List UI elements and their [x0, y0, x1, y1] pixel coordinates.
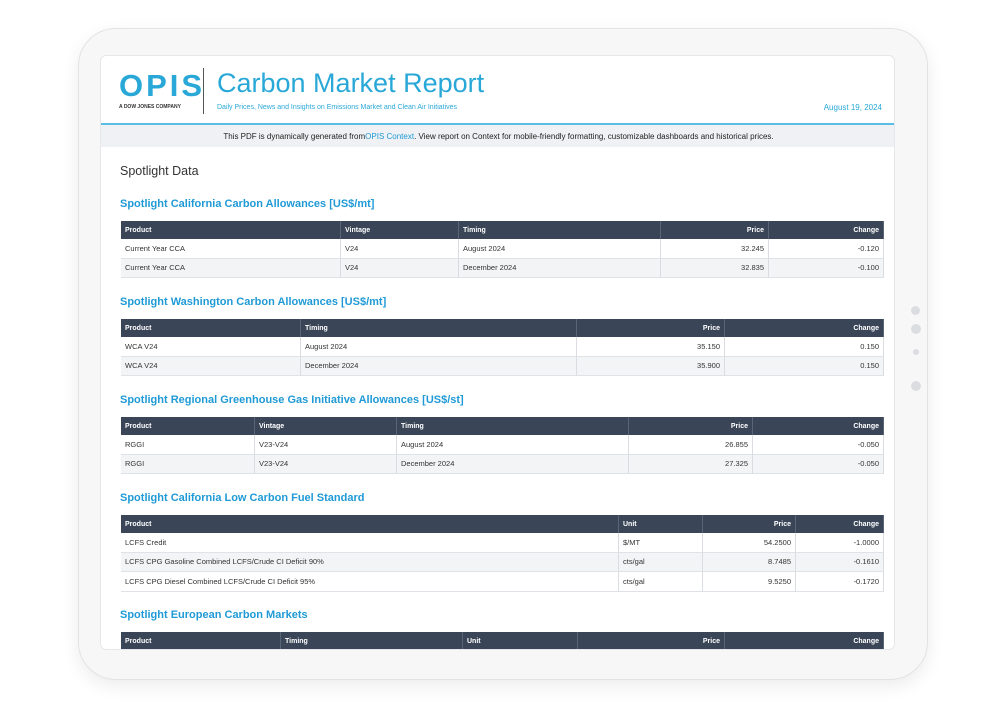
side-dot [911, 324, 921, 334]
table-cell: 9.5250 [703, 572, 796, 592]
column-header: Price [661, 221, 769, 239]
column-header: Product [121, 632, 281, 650]
table-cell: 27.325 [629, 455, 753, 475]
table-cell: cts/gal [619, 553, 703, 573]
column-header: Price [578, 632, 725, 650]
report-title: Carbon Market Report [217, 68, 484, 99]
table-cell: 0.150 [725, 337, 884, 357]
logo-tagline: A DOW JONES COMPANY [119, 104, 181, 110]
table-cell: cts/gal [619, 572, 703, 592]
column-header: Product [121, 417, 255, 435]
report-subtitle: Daily Prices, News and Insights on Emiss… [217, 104, 457, 111]
table-cell: August 2024 [459, 239, 661, 259]
report-date: August 19, 2024 [824, 103, 882, 112]
table-cell: V23-V24 [255, 455, 397, 475]
column-header: Change [753, 417, 884, 435]
table-cell: August 2024 [301, 337, 577, 357]
table-cell: RGGI [121, 455, 255, 475]
notice-link[interactable]: OPIS Context [365, 132, 414, 141]
table-cell: V23-V24 [255, 435, 397, 455]
column-header: Timing [397, 417, 629, 435]
column-header: Change [769, 221, 884, 239]
column-header: Timing [301, 319, 577, 337]
column-header: Timing [459, 221, 661, 239]
notice-text: This PDF is dynamically generated from [223, 132, 365, 141]
column-header: Vintage [341, 221, 459, 239]
table-cell: WCA V24 [121, 337, 301, 357]
column-header: Unit [463, 632, 578, 650]
table-cell: -0.100 [769, 259, 884, 279]
table-cell: 35.900 [577, 357, 725, 377]
table-cell: $/MT [619, 533, 703, 553]
table-cell: Current Year CCA [121, 259, 341, 279]
screen: OPIS A DOW JONES COMPANY Carbon Market R… [100, 55, 895, 650]
notice-text: . View report on Context for mobile-frie… [414, 132, 774, 141]
table-cell: 0.150 [725, 357, 884, 377]
side-dot [913, 349, 919, 355]
table-cell: V24 [341, 239, 459, 259]
table-cell: -0.120 [769, 239, 884, 259]
table-cell: -0.1610 [796, 553, 884, 573]
table-cell: 35.150 [577, 337, 725, 357]
table-cell: LCFS CPG Gasoline Combined LCFS/Crude CI… [121, 553, 619, 573]
table-cell: -0.050 [753, 435, 884, 455]
logo: OPIS [119, 68, 205, 104]
table-title: Spotlight Regional Greenhouse Gas Initia… [120, 394, 464, 406]
table-title: Spotlight California Low Carbon Fuel Sta… [120, 492, 364, 504]
table-cell: WCA V24 [121, 357, 301, 377]
column-header: Price [629, 417, 753, 435]
table-cell: -0.1720 [796, 572, 884, 592]
column-header: Product [121, 319, 301, 337]
column-header: Vintage [255, 417, 397, 435]
column-header: Change [796, 515, 884, 533]
table-cell: -1.0000 [796, 533, 884, 553]
notice-bar: This PDF is dynamically generated from O… [101, 125, 895, 147]
table-cell: RGGI [121, 435, 255, 455]
table-cell: 32.835 [661, 259, 769, 279]
column-header: Unit [619, 515, 703, 533]
table-title: Spotlight California Carbon Allowances [… [120, 198, 374, 210]
table-cell: -0.050 [753, 455, 884, 475]
side-dot [911, 306, 920, 315]
table-cell: LCFS Credit [121, 533, 619, 553]
table-cell: December 2024 [397, 455, 629, 475]
column-header: Product [121, 515, 619, 533]
section-title: Spotlight Data [120, 164, 199, 178]
column-header: Product [121, 221, 341, 239]
table-cell: 54.2500 [703, 533, 796, 553]
table-cell: 32.245 [661, 239, 769, 259]
side-dot [911, 381, 921, 391]
table-cell: 8.7485 [703, 553, 796, 573]
table-cell: December 2024 [459, 259, 661, 279]
divider [203, 68, 204, 114]
table-title: Spotlight European Carbon Markets [120, 609, 308, 621]
table-cell: August 2024 [397, 435, 629, 455]
table-cell: December 2024 [301, 357, 577, 377]
table-cell: LCFS CPG Diesel Combined LCFS/Crude CI D… [121, 572, 619, 592]
column-header: Timing [281, 632, 463, 650]
table-title: Spotlight Washington Carbon Allowances [… [120, 296, 386, 308]
table-cell: V24 [341, 259, 459, 279]
column-header: Price [577, 319, 725, 337]
column-header: Change [725, 319, 884, 337]
column-header: Change [725, 632, 884, 650]
column-header: Price [703, 515, 796, 533]
table-cell: 26.855 [629, 435, 753, 455]
table-cell: Current Year CCA [121, 239, 341, 259]
